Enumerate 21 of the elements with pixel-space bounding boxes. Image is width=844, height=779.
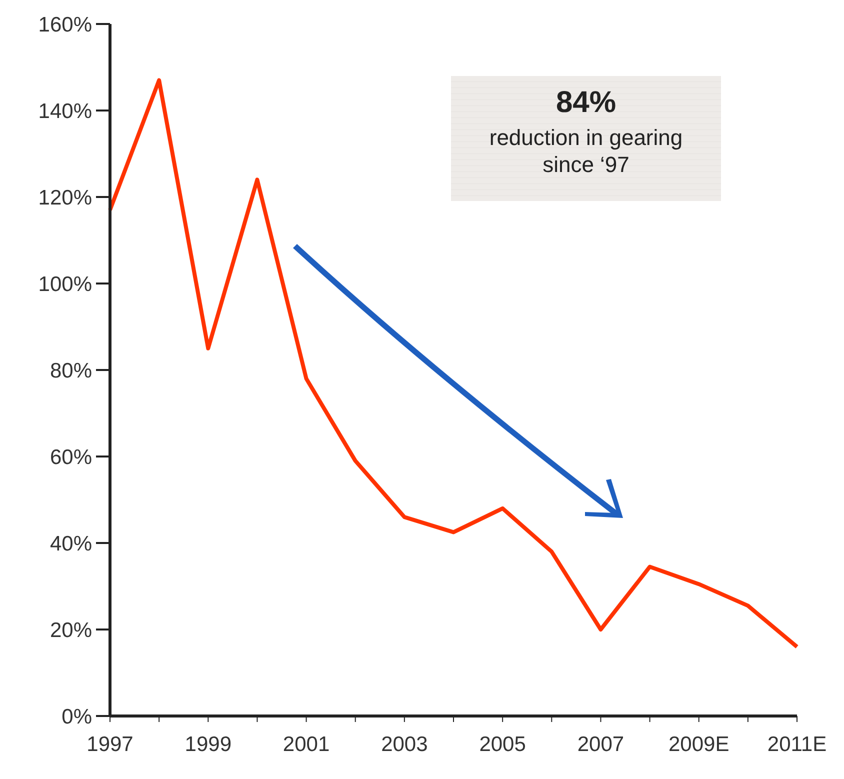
y-tick-label: 20% [50,618,92,642]
y-tick-label: 0% [62,705,92,728]
x-tick-label: 2005 [479,732,526,756]
x-tick-label: 2007 [577,732,624,756]
y-tick-label: 140% [38,100,92,123]
y-tick-label: 80% [50,359,92,382]
y-tick-label: 160% [38,13,92,36]
x-tick-label: 2003 [381,732,428,756]
x-tick-label: 2009E [668,732,730,756]
annotation: reduction in gearing since ‘97 [488,124,684,178]
x-tick-label: 1997 [86,732,134,756]
x-tick-label: 2001 [282,732,330,756]
y-tick-label: 40% [50,532,92,556]
x-tick-label: 1999 [184,732,232,756]
line-series [108,78,799,649]
y-tick-label: 100% [38,272,92,296]
y-tick-label: 120% [38,186,92,210]
x-tick-label: 2011E [767,732,827,756]
note-box: 84% reduction in gearing since ‘97 [451,76,721,201]
annotation: 84% [554,86,618,120]
y-tick-label: 60% [50,446,92,469]
